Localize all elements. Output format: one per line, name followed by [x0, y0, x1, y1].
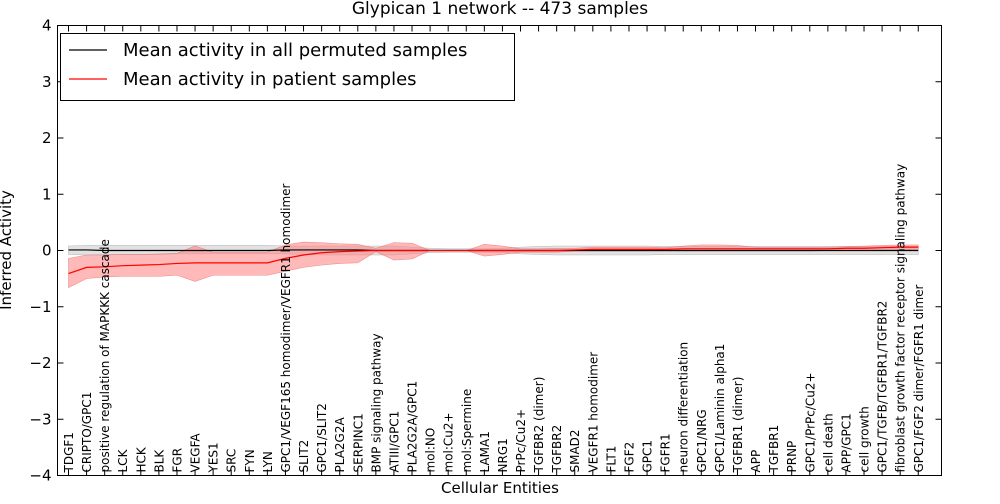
series-lines	[68, 246, 919, 275]
x-tick-label: FGF2	[622, 442, 636, 473]
x-tick-label: TGFBR2	[550, 425, 564, 474]
x-tick-label: GPC1/Laminin alpha1	[713, 344, 727, 473]
x-tick-label: YES1	[207, 442, 221, 473]
x-tick-label: PRNP	[785, 441, 799, 473]
x-tick-label: FLT1	[604, 446, 618, 473]
x-tick-label: APP/GPC1	[839, 413, 853, 472]
x-tick-label: BLK	[152, 449, 166, 473]
series-1-line	[68, 246, 919, 275]
y-tick-label: 4	[42, 17, 52, 35]
x-tick-label: HCK	[134, 446, 148, 472]
x-tick-label: TDGF1	[62, 432, 76, 473]
x-tick-label: LAMA1	[478, 431, 492, 472]
y-tick-label: 1	[42, 185, 52, 203]
x-tick-label: PLA2G2A	[333, 417, 347, 473]
x-tick-label: GPC1/PrPc/Cu2+	[803, 372, 817, 472]
x-tick-label: mol:Spermine	[460, 389, 474, 473]
chart-title: Glypican 1 network -- 473 samples	[352, 0, 648, 19]
x-tick-label: mol:Cu2+	[442, 412, 456, 472]
legend-label-0: Mean activity in all permuted samples	[123, 40, 467, 61]
x-tick-label: CRIPTO/GPC1	[80, 392, 94, 473]
x-tick-label: VEGFA	[189, 433, 203, 473]
x-tick-label: cell death	[821, 413, 835, 472]
y-tick-label: 3	[42, 73, 52, 91]
legend: Mean activity in all permuted samples Mea…	[60, 33, 515, 101]
x-tick-label: APP	[749, 450, 763, 473]
x-tick-label: GPC1/NRG	[695, 409, 709, 472]
y-tick-label: −2	[29, 354, 51, 372]
x-tick-label: TGFBR1 (dimer)	[731, 377, 745, 474]
y-axis-label: Inferred Activity	[0, 190, 15, 310]
x-tick-label: LCK	[116, 448, 130, 472]
x-tick-label: GPC1	[641, 440, 655, 473]
y-tick-label: −3	[29, 410, 51, 428]
x-tick-label: FGR	[170, 448, 184, 473]
y-tick-label: 0	[42, 242, 52, 260]
x-tick-label: NRG1	[496, 438, 510, 472]
x-tick-label: PLA2G2A/GPC1	[406, 381, 420, 473]
x-axis-label: Cellular Entities	[441, 479, 559, 497]
x-tick-label: TGFBR2 (dimer)	[532, 377, 546, 474]
x-tick-label: SLIT2	[297, 440, 311, 473]
x-tick-label: GPC1/VEGF165 homodimer/VEGFR1 homodimer	[279, 183, 293, 472]
x-tick-label: ATIII/GPC1	[387, 411, 401, 473]
x-tick-label: fibroblast growth factor receptor signal…	[894, 164, 908, 473]
x-tick-label: GPC1/TGFB/TGFBR1/TGFBR2	[876, 301, 890, 473]
x-tick-label: TGFBR1	[767, 425, 781, 474]
x-tick-label: PrPc/Cu2+	[514, 409, 528, 473]
y-tick-label: −1	[29, 298, 51, 316]
x-tick-label: SMAD2	[568, 429, 582, 472]
x-tick-label: FYN	[243, 449, 257, 472]
x-tick-label: SERPINC1	[351, 413, 365, 472]
x-tick-label: GPC1/FGF2 dimer/FGFR1 dimer	[912, 284, 926, 472]
legend-label-1: Mean activity in patient samples	[123, 69, 417, 90]
x-tick-label: VEGFR1 homodimer	[586, 352, 600, 473]
x-tick-label: mol:NO	[424, 428, 438, 473]
y-tick-label: 2	[42, 129, 52, 147]
x-tick-label: cell growth	[858, 406, 872, 472]
x-tick-label: positive regulation of MAPKKK cascade	[98, 239, 112, 472]
y-axis: −4 −3 −2 −1 0 1 2 3 4	[29, 17, 942, 485]
x-tick-label: FGFR1	[659, 433, 673, 472]
series-1-band	[68, 241, 919, 289]
x-tick-label: GPC1/SLIT2	[315, 403, 329, 472]
legend-box	[60, 33, 515, 101]
x-tick-label: neuron differentiation	[677, 342, 691, 473]
y-tick-label: −4	[29, 467, 51, 485]
x-tick-label: LYN	[261, 451, 275, 472]
plot-frame	[57, 25, 942, 476]
x-tick-label: BMP signaling pathway	[369, 333, 383, 472]
x-axis: TDGF1 CRIPTO/GPC1 positive regulation of M…	[62, 25, 926, 476]
x-tick-label: SRC	[225, 449, 239, 473]
